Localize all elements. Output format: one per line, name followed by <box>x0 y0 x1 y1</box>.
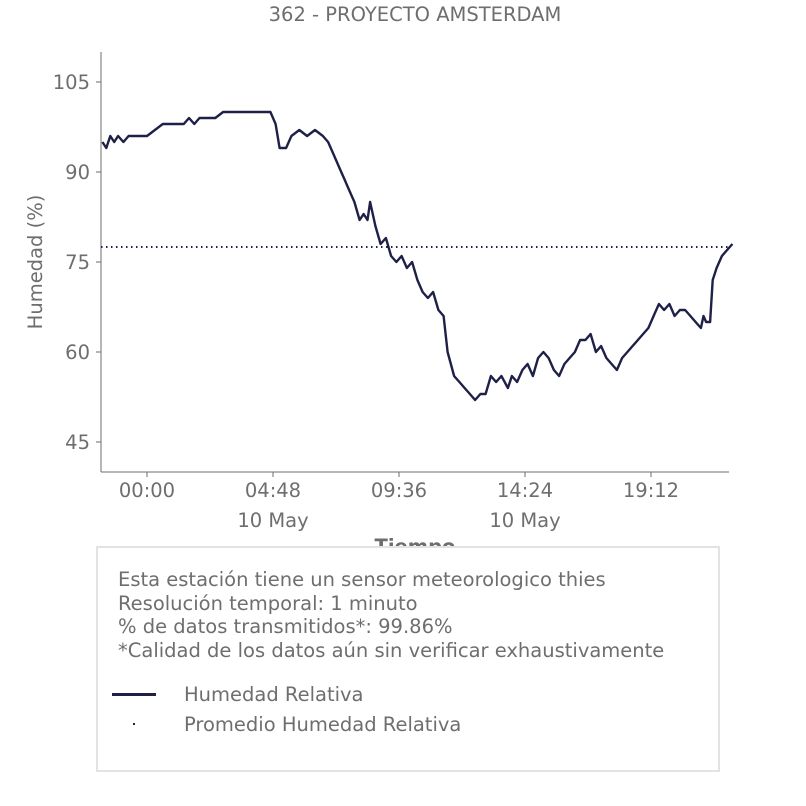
legend-label-humedad: Humedad Relativa <box>184 682 364 706</box>
plot-area: 45 60 75 90 105 00:00 04:48 10 May 09:36 14:24 10 … <box>53 52 734 532</box>
info-box: Esta estación tiene un sensor meteorolog… <box>96 546 720 772</box>
legend-dot-swatch <box>112 712 156 736</box>
x-tick-label: 00:00 <box>119 479 175 502</box>
y-tick-label: 45 <box>65 431 90 454</box>
y-tick-label: 90 <box>65 161 90 184</box>
legend-label-promedio: Promedio Humedad Relativa <box>184 712 462 736</box>
info-line-sensor: Esta estación tiene un sensor meteorolog… <box>118 568 606 591</box>
x-tick-label: 14:24 <box>497 479 553 502</box>
x-tick-label: 09:36 <box>371 479 427 502</box>
x-tick-sublabel: 10 May <box>489 509 560 532</box>
y-tick-label: 60 <box>65 341 90 364</box>
y-tick-label: 105 <box>53 71 90 94</box>
info-text: Esta estación tiene un sensor meteorolog… <box>118 568 664 662</box>
info-line-transmitted: % de datos transmitidos*: 99.86% <box>118 615 453 638</box>
info-line-quality: *Calidad de los datos aún sin verificar … <box>118 638 665 662</box>
legend-item-promedio: Promedio Humedad Relativa <box>112 712 461 736</box>
y-tick-label: 75 <box>65 251 90 274</box>
humidity-series-line <box>101 110 734 402</box>
legend-line-swatch <box>112 682 156 706</box>
x-tick-label: 04:48 <box>245 479 301 502</box>
legend-item-humedad-relativa: Humedad Relativa <box>112 682 364 706</box>
y-axis-label: Humedad (%) <box>24 195 47 330</box>
chart-title: 362 - PROYECTO AMSTERDAM <box>269 3 562 26</box>
x-tick-sublabel: 10 May <box>237 509 308 532</box>
x-tick-label: 19:12 <box>623 479 679 502</box>
info-line-resolution: Resolución temporal: 1 minuto <box>118 591 418 615</box>
